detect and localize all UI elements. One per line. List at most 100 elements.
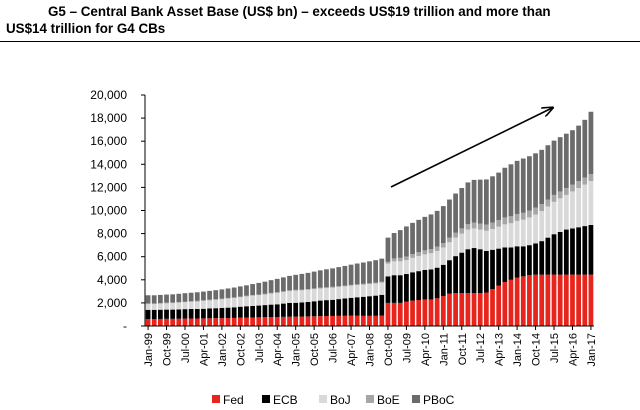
- x-tick-label: Jul-03: [254, 333, 266, 363]
- bar-segment-boe-oct-07: [360, 283, 366, 285]
- bar-segment-pboc-jul-12: [477, 179, 483, 224]
- bar-segment-fed-jan-11: [440, 295, 446, 326]
- bar-segment-boj-jul-15: [551, 201, 557, 235]
- bar-segment-boj-oct-01: [213, 299, 219, 309]
- bar-segment-pboc-oct-13: [508, 164, 514, 217]
- bar-segment-boe-oct-15: [557, 191, 563, 199]
- bar-segment-pboc-oct-99: [164, 294, 169, 303]
- bar-segment-pboc-jul-14: [527, 156, 532, 211]
- legend-swatch-pboc: [412, 395, 420, 403]
- bar-segment-boj-jul-00: [182, 302, 188, 310]
- bar-segment-boj-jul-12: [477, 229, 483, 250]
- bar-segment-pboc-jul-15: [551, 140, 557, 195]
- bar-segment-fed-oct-11: [459, 293, 465, 326]
- x-tick-label: Oct-05: [309, 333, 321, 366]
- bar-segment-fed-oct-12: [483, 292, 489, 326]
- bar-segment-pboc-jul-11: [453, 193, 458, 233]
- bar-segment-boj-jul-09: [404, 260, 409, 275]
- bar-segment-fed-jan-08: [367, 315, 372, 326]
- bar-segment-ecb-jul-99: [158, 309, 163, 319]
- x-tick-label: Apr-13: [494, 333, 506, 366]
- bar-segment-pboc-jan-15: [539, 149, 545, 205]
- bar-segment-boe-apr-12: [471, 222, 477, 229]
- bar-segment-boj-jan-01: [194, 301, 200, 310]
- bar-segment-boj-jul-16: [576, 187, 581, 228]
- bar-segment-boj-apr-11: [447, 242, 452, 261]
- bar-segment-ecb-apr-12: [471, 248, 477, 294]
- bar-segment-pboc-apr-16: [570, 130, 575, 185]
- bar-segment-pboc-jul-03: [256, 282, 262, 295]
- bar-segment-boe-oct-04: [287, 290, 292, 292]
- bar-segment-boe-oct-99: [164, 302, 169, 304]
- bar-segment-fed-oct-02: [237, 317, 243, 326]
- bar-segment-boe-apr-03: [250, 295, 256, 296]
- bar-segment-pboc-apr-02: [225, 288, 231, 298]
- bar-segment-fed-apr-10: [422, 299, 428, 326]
- bar-segment-boj-oct-03: [262, 294, 268, 306]
- bar-segment-boe-apr-05: [299, 289, 305, 291]
- bar-segment-boj-oct-04: [287, 291, 292, 303]
- bar-segment-ecb-apr-03: [250, 305, 256, 318]
- bar-segment-fed-jul-10: [428, 299, 434, 326]
- bar-segment-boj-jan-12: [465, 229, 471, 250]
- bar-segment-boe-jan-14: [514, 213, 520, 221]
- bar-segment-fed-apr-07: [348, 315, 354, 326]
- bar-segment-fed-jul-14: [527, 275, 532, 326]
- bar-segment-boj-jul-05: [305, 289, 311, 302]
- bar-segment-pboc-oct-05: [311, 271, 317, 289]
- bar-segment-boe-jan-00: [170, 302, 176, 304]
- bar-segment-pboc-jan-13: [490, 176, 495, 223]
- bar-segment-ecb-jan-17: [588, 224, 594, 275]
- bar-segment-pboc-jul-99: [158, 294, 163, 304]
- bar-segment-boe-apr-08: [373, 282, 379, 284]
- bar-segment-pboc-jan-07: [342, 265, 348, 286]
- bar-segment-pboc-apr-09: [397, 230, 403, 258]
- x-axis-ticks: Jan-99 Oct-99 Jul-00 Apr-01 Jan-02 Oct-02 Jul-…: [143, 326, 598, 367]
- bar-segment-fed-oct-09: [410, 300, 415, 326]
- bar-segment-fed-oct-14: [533, 274, 538, 326]
- bar-segment-pboc-apr-12: [471, 179, 477, 223]
- bar-segment-fed-jul-01: [207, 318, 212, 326]
- bar-segment-boj-oct-99: [164, 303, 169, 310]
- bar-segment-boe-apr-07: [348, 284, 354, 286]
- bar-segment-ecb-jan-99: [145, 309, 151, 320]
- bar-segment-boj-apr-03: [250, 295, 256, 306]
- bar-segment-pboc-apr-03: [250, 284, 256, 296]
- bar-segment-boe-oct-09: [410, 254, 415, 258]
- bar-segment-boe-jan-04: [268, 292, 274, 294]
- bar-segment-boj-jan-14: [514, 220, 520, 247]
- bar-segment-ecb-jul-09: [404, 274, 409, 302]
- bar-segment-fed-apr-00: [176, 318, 182, 326]
- bar-segment-fed-jan-12: [465, 293, 471, 326]
- bar-segment-pboc-jan-01: [194, 292, 200, 301]
- bar-segment-boj-jan-00: [170, 303, 176, 310]
- bar-segment-pboc-jan-02: [219, 289, 225, 299]
- x-tick-label: Apr-01: [198, 333, 210, 366]
- bar-segment-boe-jan-06: [317, 287, 323, 289]
- bar-segment-fed-apr-15: [545, 274, 551, 326]
- bar-segment-boe-oct-11: [459, 228, 465, 234]
- bar-segment-boj-oct-11: [459, 233, 465, 253]
- bar-segment-fed-jul-05: [305, 316, 311, 326]
- y-tick-label: 18,000: [90, 111, 127, 125]
- bar-segment-boe-apr-15: [545, 199, 551, 207]
- bar-segment-fed-apr-09: [397, 302, 403, 326]
- x-tick-label: Apr-10: [420, 333, 432, 366]
- bar-segment-boe-oct-02: [237, 296, 243, 298]
- legend-label-boj: BoJ: [330, 393, 351, 407]
- bar-segment-pboc-jan-04: [268, 280, 274, 293]
- bar-segment-fed-oct-01: [213, 318, 219, 326]
- bar-segment-pboc-oct-02: [237, 286, 243, 297]
- bar-segment-ecb-jan-03: [244, 306, 249, 318]
- bar-segment-boj-oct-05: [311, 289, 317, 302]
- bar-segment-fed-oct-15: [557, 274, 563, 326]
- bar-segment-boj-jul-06: [330, 287, 335, 300]
- bar-segment-pboc-jan-16: [563, 133, 569, 188]
- bar-segment-ecb-oct-15: [557, 231, 563, 275]
- bar-segment-ecb-jul-13: [502, 247, 508, 283]
- bar-segment-pboc-oct-01: [213, 290, 219, 300]
- bar-segment-boj-jul-11: [453, 237, 458, 257]
- bar-segment-boe-apr-14: [520, 212, 526, 220]
- bar-segment-pboc-jan-09: [391, 233, 397, 259]
- chart-title: G5 – Central Bank Asset Base (US$ bn) – …: [6, 3, 636, 37]
